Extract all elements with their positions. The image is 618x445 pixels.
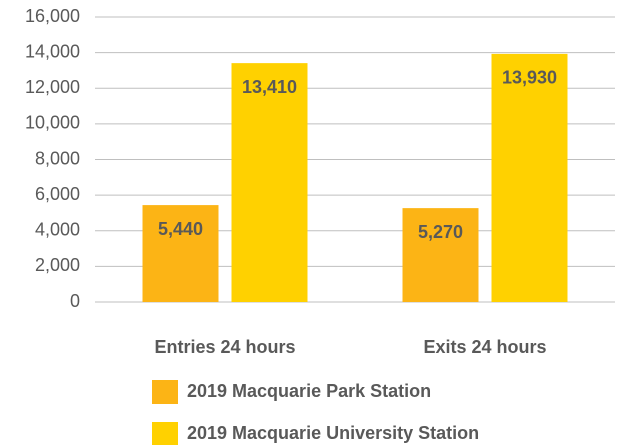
legend-label: 2019 Macquarie University Station bbox=[187, 423, 479, 443]
y-tick-label: 8,000 bbox=[35, 148, 80, 168]
y-tick-label: 2,000 bbox=[35, 255, 80, 275]
x-tick-label: Exits 24 hours bbox=[423, 337, 546, 357]
data-label: 5,270 bbox=[418, 222, 463, 242]
y-tick-label: 6,000 bbox=[35, 184, 80, 204]
bar bbox=[142, 205, 219, 302]
bar bbox=[402, 208, 479, 302]
legend-swatch bbox=[152, 380, 178, 404]
data-label: 13,410 bbox=[242, 77, 297, 97]
bar bbox=[491, 53, 568, 303]
y-tick-label: 0 bbox=[70, 291, 80, 311]
data-label: 5,440 bbox=[158, 219, 203, 239]
y-tick-label: 10,000 bbox=[25, 113, 80, 133]
y-tick-label: 4,000 bbox=[35, 220, 80, 240]
bar bbox=[231, 63, 308, 303]
legend-label: 2019 Macquarie Park Station bbox=[187, 381, 431, 401]
y-tick-label: 12,000 bbox=[25, 77, 80, 97]
data-label: 13,930 bbox=[502, 68, 557, 88]
x-tick-label: Entries 24 hours bbox=[154, 337, 295, 357]
y-tick-label: 14,000 bbox=[25, 41, 80, 61]
legend-swatch bbox=[152, 422, 178, 445]
y-tick-label: 16,000 bbox=[25, 6, 80, 26]
